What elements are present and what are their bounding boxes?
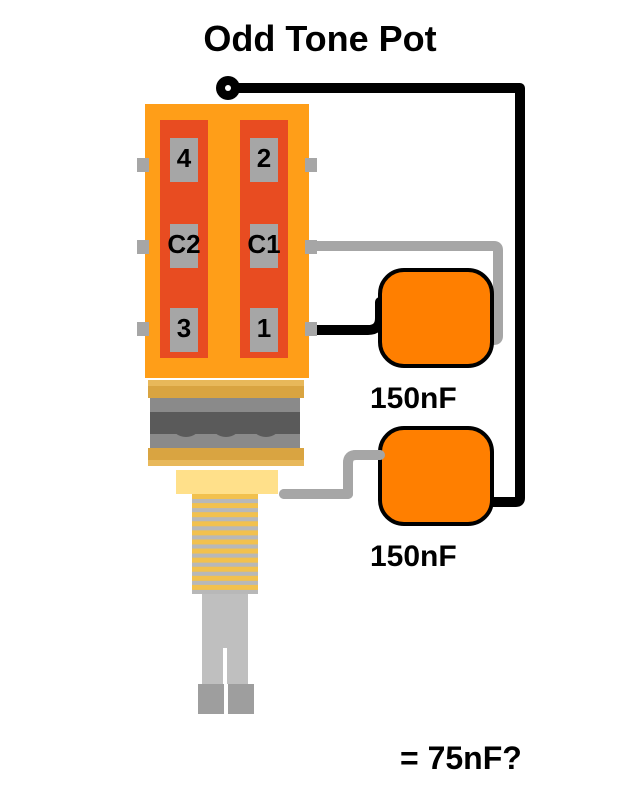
svg-text:2: 2 [257,143,271,173]
equation-text: = 75nF? [400,740,522,777]
capacitor [380,270,492,366]
capacitor [380,428,492,524]
capacitor-label: 150nF [370,540,457,573]
diagram-canvas: 42C2C131150nF150nF321 [0,0,640,800]
pot-lug [212,415,240,437]
diagram-title: Odd Tone Pot [0,18,640,60]
svg-text:1: 1 [257,313,271,343]
pot-lug [172,415,200,437]
svg-text:3: 3 [177,313,191,343]
capacitor-label: 150nF [370,382,457,415]
pot-lug [252,415,280,437]
svg-text:C1: C1 [247,229,280,259]
svg-text:C2: C2 [167,229,200,259]
pot-hex [176,470,278,494]
svg-text:4: 4 [177,143,192,173]
